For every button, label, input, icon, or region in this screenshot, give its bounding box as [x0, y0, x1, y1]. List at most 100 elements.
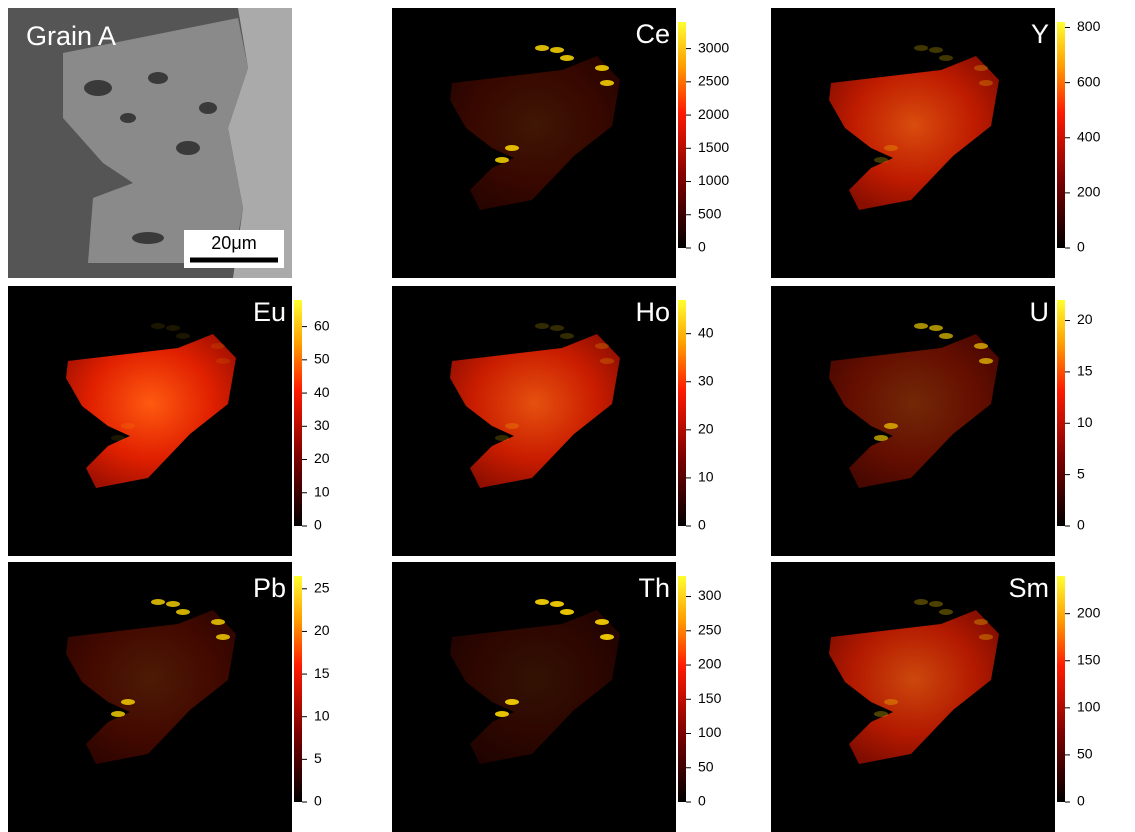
hot-spot — [600, 80, 614, 86]
hot-spot — [979, 80, 993, 86]
colorbar-tick-label: 250 — [698, 621, 722, 637]
scale-bar-label: 20μm — [211, 233, 256, 253]
hot-spot — [505, 145, 519, 151]
heatmap: Ho — [392, 286, 676, 556]
colorbar-tick-label: 1500 — [698, 139, 729, 155]
colorbar-tick-label: 100 — [1077, 699, 1101, 715]
hot-spot — [121, 699, 135, 705]
hot-spot — [974, 343, 988, 349]
hot-spot — [535, 323, 549, 329]
hot-spot — [595, 619, 609, 625]
hot-spot — [550, 325, 564, 331]
page: Grain A20μmCe050010001500200025003000Y02… — [0, 0, 1135, 832]
colorbar-tick-label: 10 — [314, 483, 330, 499]
hot-spot — [505, 699, 519, 705]
hot-spot — [939, 609, 953, 615]
hot-spot — [874, 435, 888, 441]
hot-spot — [939, 55, 953, 61]
heatmap: U — [771, 286, 1055, 556]
hot-spot — [176, 333, 190, 339]
colorbar-tick-label: 25 — [314, 579, 330, 595]
heatmap: Sm — [771, 562, 1055, 832]
colorbar-tick-label: 20 — [314, 450, 330, 466]
hot-spot — [535, 45, 549, 51]
map-title: Pb — [253, 573, 286, 603]
hot-spot — [111, 435, 125, 441]
colorbar-tick-label: 0 — [698, 793, 706, 809]
colorbar-tick-label: 0 — [698, 239, 706, 255]
colorbar-tick-label: 200 — [1077, 604, 1101, 620]
hot-spot — [974, 619, 988, 625]
colorbar-tick-label: 20 — [1077, 311, 1093, 327]
hot-spot — [121, 423, 135, 429]
hot-spot — [211, 619, 225, 625]
pore — [176, 141, 200, 155]
hot-spot — [600, 358, 614, 364]
map-title: Th — [638, 573, 670, 603]
hot-spot — [550, 47, 564, 53]
colorbar — [1057, 300, 1065, 526]
hot-spot — [211, 343, 225, 349]
colorbar — [1057, 576, 1065, 802]
colorbar-tick-label: 0 — [314, 793, 322, 809]
hot-spot — [550, 601, 564, 607]
colorbar-tick-label: 100 — [698, 724, 722, 740]
map-title: Sm — [1009, 573, 1050, 603]
hot-spot — [595, 65, 609, 71]
hot-spot — [979, 634, 993, 640]
hot-spot — [560, 609, 574, 615]
pore — [199, 102, 217, 114]
colorbar-tick-label: 40 — [698, 324, 714, 340]
colorbar-tick-label: 5 — [1077, 465, 1085, 481]
hot-spot — [495, 157, 509, 163]
colorbar-tick-label: 20 — [698, 421, 714, 437]
map-title: Ce — [635, 19, 670, 49]
colorbar-tick-label: 30 — [698, 372, 714, 388]
hot-spot — [939, 333, 953, 339]
pore — [132, 232, 164, 244]
hot-spot — [874, 711, 888, 717]
hot-spot — [929, 325, 943, 331]
hot-spot — [216, 358, 230, 364]
hot-spot — [151, 323, 165, 329]
colorbar-tick-label: 10 — [698, 469, 714, 485]
hot-spot — [884, 145, 898, 151]
hot-spot — [216, 634, 230, 640]
colorbar-tick-label: 500 — [698, 205, 722, 221]
hot-spot — [505, 423, 519, 429]
hot-spot — [176, 609, 190, 615]
colorbar-tick-label: 50 — [314, 351, 330, 367]
colorbar-tick-label: 0 — [1077, 793, 1085, 809]
colorbar-tick-label: 200 — [698, 656, 722, 672]
hot-spot — [535, 599, 549, 605]
image-title: Grain A — [26, 21, 116, 51]
colorbar-tick-label: 400 — [1077, 128, 1101, 144]
hot-spot — [874, 157, 888, 163]
heatmap: Th — [392, 562, 676, 832]
hot-spot — [560, 333, 574, 339]
map-title: Y — [1031, 19, 1049, 49]
hot-spot — [914, 599, 928, 605]
colorbar-tick-label: 50 — [1077, 746, 1093, 762]
colorbar-tick-label: 30 — [314, 417, 330, 433]
colorbar-tick-label: 0 — [314, 517, 322, 533]
colorbar-tick-label: 0 — [698, 517, 706, 533]
sem-image: Grain A 20μm — [8, 8, 292, 278]
map-title: Eu — [253, 297, 286, 327]
hot-spot — [151, 599, 165, 605]
colorbar-tick-label: 300 — [698, 587, 722, 603]
hot-spot — [914, 323, 928, 329]
hot-spot — [111, 711, 125, 717]
hot-spot — [929, 47, 943, 53]
colorbar-tick-label: 50 — [698, 758, 714, 774]
hot-spot — [929, 601, 943, 607]
colorbar-tick-label: 3000 — [698, 39, 729, 55]
pore — [84, 80, 112, 96]
map-title: Ho — [635, 297, 670, 327]
heatmap: Ce — [392, 8, 676, 278]
hot-spot — [166, 325, 180, 331]
colorbar-tick-label: 1000 — [698, 172, 729, 188]
colorbar-tick-label: 60 — [314, 317, 330, 333]
colorbar-tick-label: 10 — [314, 707, 330, 723]
hot-spot — [884, 699, 898, 705]
